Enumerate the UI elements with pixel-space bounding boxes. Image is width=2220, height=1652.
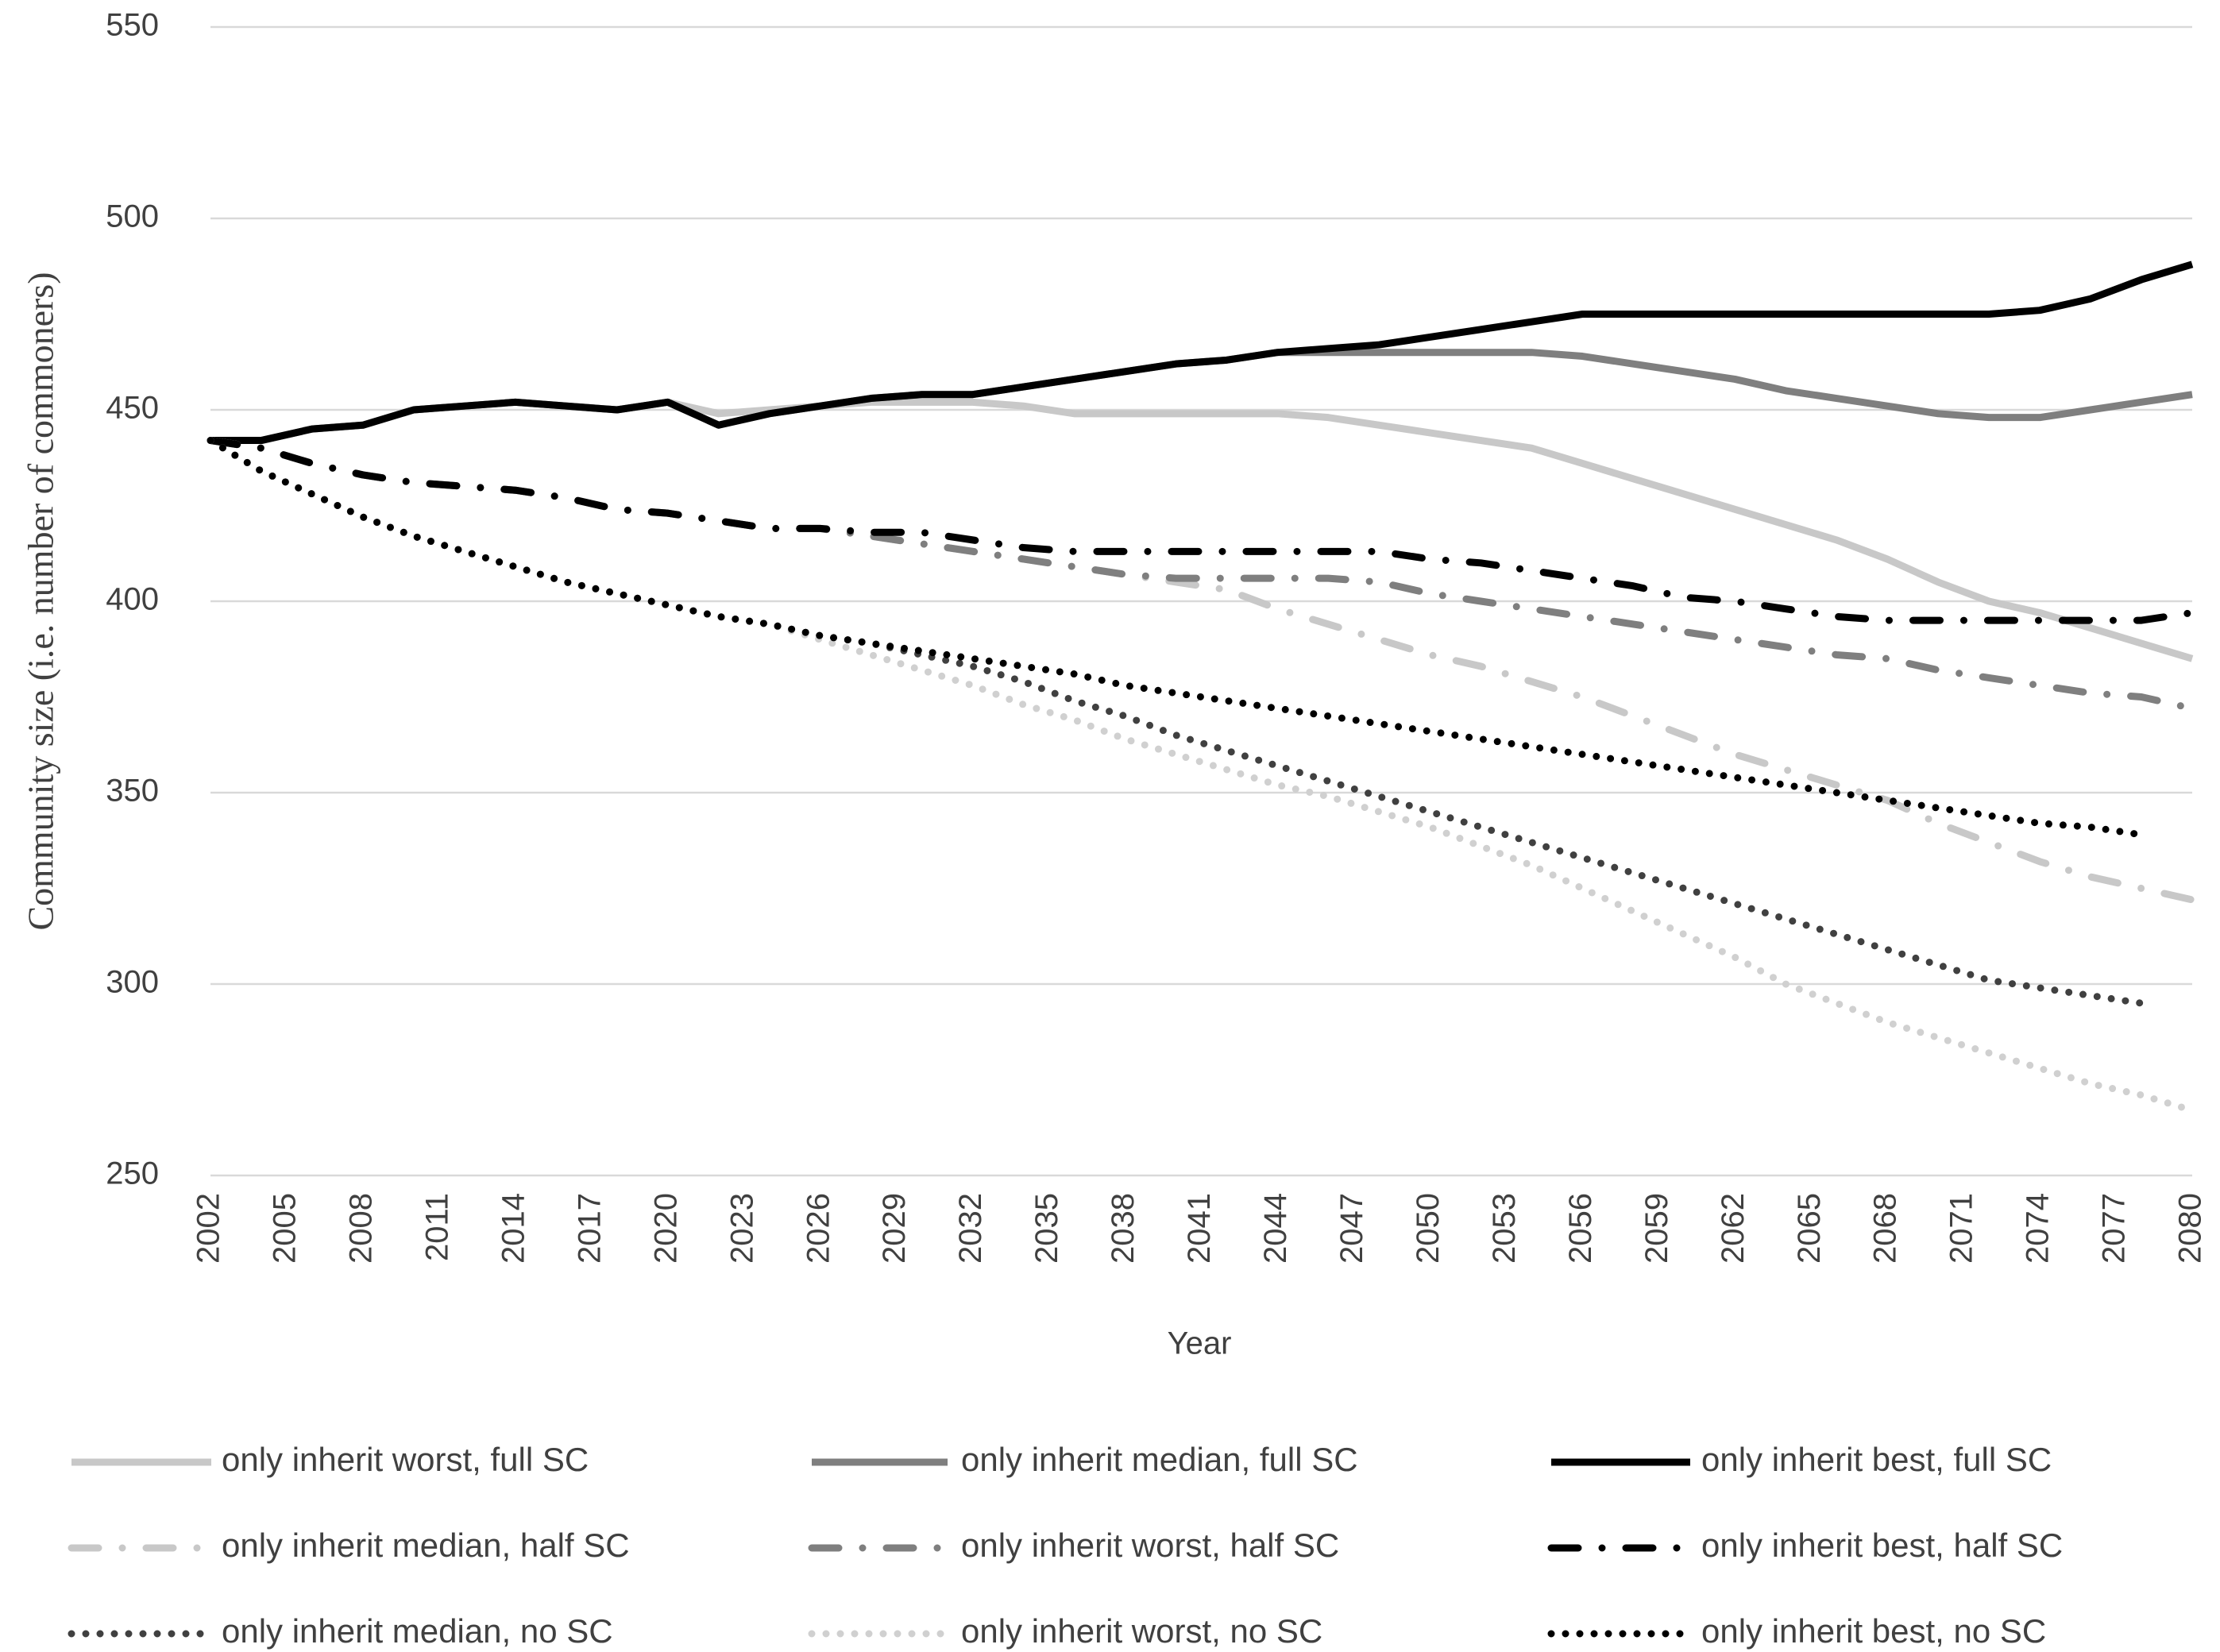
x-tick-label: 2032 — [953, 1193, 988, 1264]
x-tick-label: 2047 — [1334, 1193, 1369, 1264]
series-line — [207, 437, 2196, 624]
legend-label: only inherit worst, full SC — [222, 1441, 589, 1478]
series-line — [207, 437, 2145, 1007]
x-tick-label: 2077 — [2097, 1193, 2132, 1264]
x-tick-label: 2002 — [191, 1193, 226, 1264]
x-tick-label: 2026 — [801, 1193, 836, 1264]
x-tick-label: 2071 — [1944, 1193, 1979, 1264]
legend-label: only inherit median, half SC — [222, 1527, 630, 1564]
x-tick-label: 2035 — [1029, 1193, 1064, 1264]
x-tick-label: 2074 — [2021, 1193, 2056, 1264]
y-tick-label: 350 — [106, 774, 159, 809]
y-tick-label: 250 — [106, 1156, 159, 1191]
legend-label: only inherit best, no SC — [1701, 1612, 2046, 1650]
y-tick-label: 300 — [106, 965, 159, 1000]
x-axis-title: Year — [1168, 1326, 1232, 1361]
legend-label: only inherit best, full SC — [1701, 1441, 2052, 1478]
series-line — [210, 261, 2194, 445]
series-line — [207, 437, 2196, 1114]
x-tick-label: 2080 — [2173, 1193, 2208, 1264]
x-tick-label: 2029 — [877, 1193, 912, 1264]
series-line — [207, 437, 2196, 712]
x-tick-label: 2065 — [1792, 1193, 1827, 1264]
series-line — [210, 398, 2194, 662]
y-axis-title: Community size (i.e. number of commoners… — [21, 272, 61, 930]
y-tick-label: 550 — [106, 8, 159, 43]
legend: only inherit worst, full SC only inherit … — [68, 1441, 2063, 1650]
x-tick-label: 2044 — [1258, 1193, 1293, 1264]
x-tick-label: 2011 — [419, 1193, 454, 1261]
plot-area — [207, 261, 2196, 1114]
legend-label: only inherit worst, half SC — [961, 1527, 1339, 1564]
series-line — [210, 349, 2193, 445]
legend-label: only inherit worst, no SC — [961, 1612, 1322, 1650]
x-tick-label: 2008 — [343, 1193, 378, 1264]
y-tick-label: 450 — [106, 391, 159, 426]
x-tick-label: 2017 — [572, 1193, 607, 1264]
x-tick-label: 2023 — [724, 1193, 759, 1264]
series-line — [207, 437, 2196, 904]
x-tick-label: 2053 — [1487, 1193, 1522, 1264]
x-tick-label: 2038 — [1106, 1193, 1141, 1264]
grid: 250 300 350 400 450 500 550 2002 2005 2008 2011 201… — [106, 8, 2207, 1264]
x-tick-label: 2062 — [1716, 1193, 1751, 1264]
x-tick-label: 2020 — [648, 1193, 683, 1264]
x-tick-label: 2014 — [496, 1193, 531, 1264]
x-tick-label: 2050 — [1411, 1193, 1446, 1264]
y-tick-label: 400 — [106, 582, 159, 617]
legend-label: only inherit best, half SC — [1701, 1527, 2063, 1564]
x-tick-label: 2005 — [268, 1193, 303, 1264]
x-tick-label: 2059 — [1639, 1193, 1674, 1264]
series-line — [207, 437, 2145, 839]
legend-label: only inherit median, full SC — [961, 1441, 1358, 1478]
x-tick-label: 2056 — [1563, 1193, 1598, 1264]
x-tick-label: 2068 — [1868, 1193, 1903, 1264]
x-tick-label: 2041 — [1182, 1193, 1217, 1264]
legend-label: only inherit median, no SC — [222, 1612, 613, 1650]
y-tick-label: 500 — [106, 199, 159, 234]
